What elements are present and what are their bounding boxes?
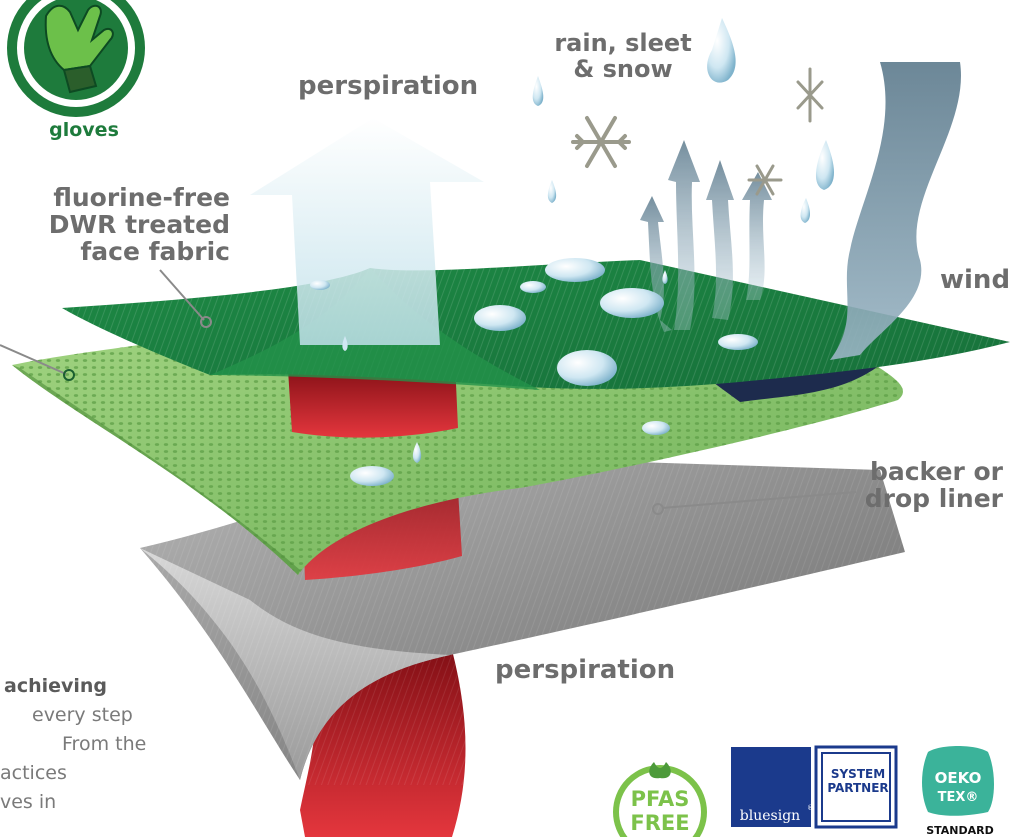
rain-sleet-snow-label: rain, sleet & snow bbox=[548, 29, 698, 83]
wind-stream bbox=[830, 62, 961, 360]
snowflake-icon bbox=[747, 67, 824, 196]
leaf-icon bbox=[649, 762, 671, 779]
body-text-fragment: achieving every step From the actices ve… bbox=[0, 672, 200, 817]
perspiration-top-label: perspiration bbox=[298, 71, 479, 101]
svg-text:STANDARD: STANDARD bbox=[926, 824, 994, 837]
wind-label: wind bbox=[940, 265, 1011, 295]
body-line: actices bbox=[0, 762, 67, 784]
rain-label-line: rain, sleet bbox=[554, 29, 692, 57]
body-line: From the bbox=[62, 733, 147, 755]
gloves-label: gloves bbox=[49, 119, 119, 141]
pfas-free-logo: PFAS FREE bbox=[613, 762, 707, 837]
svg-text:bluesign: bluesign bbox=[740, 808, 800, 824]
dwr-face-fabric-label: fluorine-free DWR treated face fabric bbox=[48, 184, 230, 265]
gloves-icon bbox=[44, 4, 114, 94]
svg-text:®: ® bbox=[807, 804, 814, 812]
perspiration-bottom-label: perspiration bbox=[495, 655, 676, 685]
leader-lines bbox=[0, 269, 857, 509]
svg-text:TEX®: TEX® bbox=[938, 790, 979, 805]
dwr-label-line: face fabric bbox=[80, 237, 230, 266]
perspiration-arrow bbox=[250, 118, 484, 345]
gloves-badge bbox=[7, 0, 145, 117]
svg-text:OEKO: OEKO bbox=[935, 769, 982, 787]
snowflake-icon bbox=[571, 116, 631, 168]
dwr-label-line: DWR treated bbox=[48, 210, 230, 239]
leader-dot bbox=[200, 316, 212, 328]
rain-drops bbox=[342, 18, 834, 463]
backer-drop-liner-label: backer or drop liner bbox=[858, 458, 1003, 512]
wind-arrows bbox=[640, 140, 772, 332]
svg-text:FREE: FREE bbox=[630, 811, 689, 835]
body-line: achieving bbox=[4, 675, 108, 697]
svg-text:PFAS: PFAS bbox=[631, 787, 690, 811]
rain-label-line: & snow bbox=[573, 54, 673, 83]
svg-text:PARTNER: PARTNER bbox=[827, 781, 888, 795]
body-line: ves in bbox=[0, 791, 57, 813]
svg-text:SYSTEM: SYSTEM bbox=[831, 767, 885, 781]
oeko-tex-logo: OEKO TEX® STANDARD bbox=[922, 746, 994, 837]
leader-dot bbox=[63, 369, 75, 381]
bluesign-logo: bluesign ® SYSTEM PARTNER bbox=[731, 745, 898, 829]
backer-label-line: drop liner bbox=[864, 484, 1003, 513]
leader-dot bbox=[652, 503, 664, 515]
backer-label-line: backer or bbox=[869, 457, 1003, 486]
dwr-label-line: fluorine-free bbox=[53, 183, 230, 212]
membrane-layer bbox=[12, 340, 903, 575]
body-line: every step bbox=[32, 704, 133, 726]
water-droplets bbox=[310, 258, 758, 486]
